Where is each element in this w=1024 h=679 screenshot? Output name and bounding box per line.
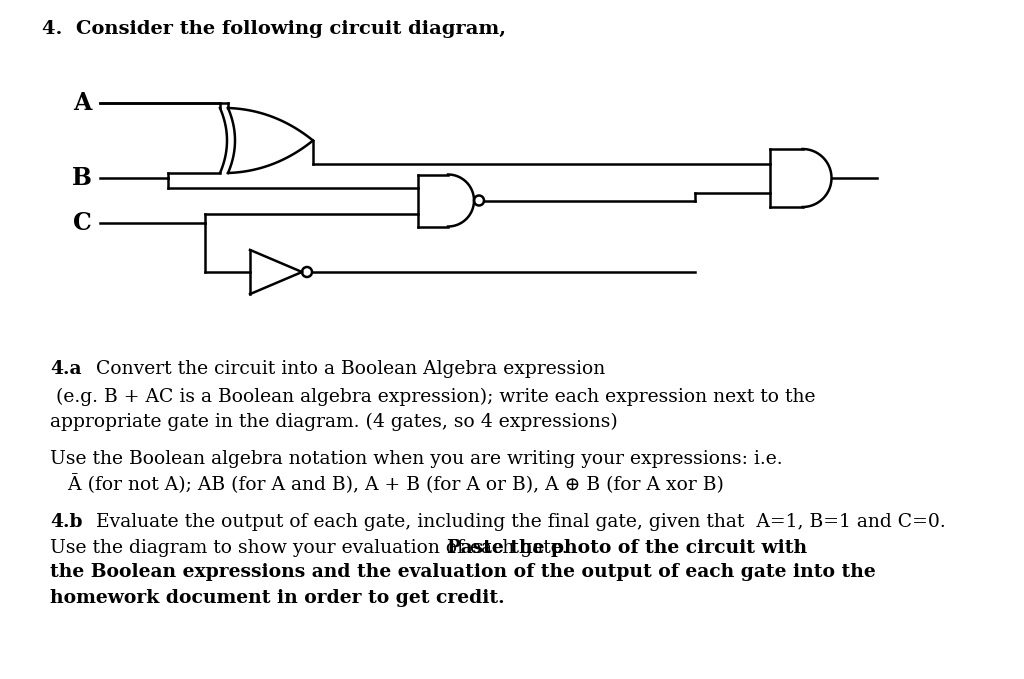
Text: 4.a: 4.a [50,360,82,378]
Text: C: C [73,211,91,235]
Text: Convert the circuit into a Boolean Algebra expression: Convert the circuit into a Boolean Algeb… [84,360,605,378]
Text: homework document in order to get credit.: homework document in order to get credit… [50,589,505,607]
Text: Ā (for not A); AB (for A and B), A + B (for A or B), A ⊕ B (for A xor B): Ā (for not A); AB (for A and B), A + B (… [50,474,724,494]
Text: Use the diagram to show your evaluation of each gate.: Use the diagram to show your evaluation … [50,539,586,557]
Text: Use the Boolean algebra notation when you are writing your expressions: i.e.: Use the Boolean algebra notation when yo… [50,450,782,468]
Text: 4.  Consider the following circuit diagram,: 4. Consider the following circuit diagra… [42,20,506,38]
Text: 4.b: 4.b [50,513,83,531]
Text: B: B [72,166,92,190]
Text: Evaluate the output of each gate, including the final gate, given that  A=1, B=1: Evaluate the output of each gate, includ… [84,513,946,531]
Text: the Boolean expressions and the evaluation of the output of each gate into the: the Boolean expressions and the evaluati… [50,563,876,581]
Text: (e.g. B + AC is a Boolean algebra expression); write each expression next to the: (e.g. B + AC is a Boolean algebra expres… [50,388,815,406]
Text: appropriate gate in the diagram. (4 gates, so 4 expressions): appropriate gate in the diagram. (4 gate… [50,413,617,431]
Text: Paste the photo of the circuit with: Paste the photo of the circuit with [447,539,807,557]
Text: A: A [73,91,91,115]
